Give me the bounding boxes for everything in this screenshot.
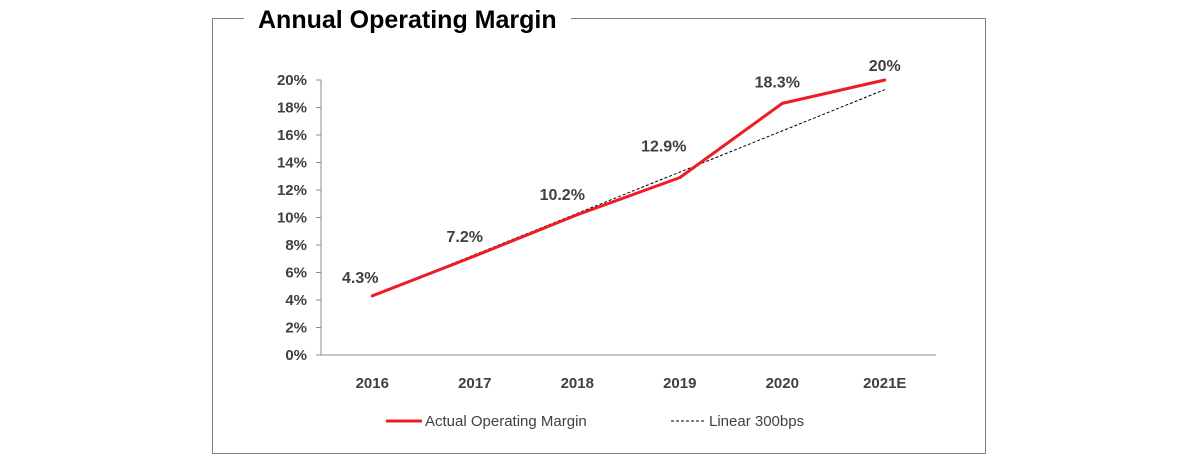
y-tick-label: 12%	[277, 182, 307, 199]
legend: Actual Operating Margin Linear 300bps	[386, 413, 804, 430]
y-tick-label: 16%	[277, 127, 307, 144]
data-label: 10.2%	[540, 187, 585, 204]
data-label: 20%	[869, 58, 901, 75]
y-tick-label: 2%	[285, 320, 307, 337]
y-tick-label: 4%	[285, 292, 307, 309]
data-point	[883, 78, 887, 82]
data-point	[780, 101, 784, 105]
y-axis-ticks: 0% 2% 4% 6% 8% 10% 12% 14% 16% 18% 20%	[277, 72, 321, 364]
data-point	[678, 176, 682, 180]
x-tick-label: 2016	[356, 375, 389, 392]
legend-label-linear: Linear 300bps	[709, 413, 804, 430]
data-label: 7.2%	[447, 229, 483, 246]
legend-label-actual: Actual Operating Margin	[425, 413, 587, 430]
data-labels: 4.3% 7.2% 10.2% 12.9% 18.3% 20%	[342, 58, 901, 287]
x-tick-label: 2021E	[863, 375, 906, 392]
chart-title: Annual Operating Margin	[244, 4, 571, 36]
x-tick-label: 2018	[561, 375, 594, 392]
data-label: 12.9%	[641, 139, 686, 156]
data-label: 4.3%	[342, 270, 378, 287]
x-axis-ticks: 2016 2017 2018 2019 2020 2021E	[356, 375, 907, 392]
y-tick-label: 6%	[285, 265, 307, 282]
y-tick-label: 18%	[277, 100, 307, 117]
y-tick-label: 10%	[277, 210, 307, 227]
data-point	[473, 254, 477, 258]
chart-axes	[320, 80, 936, 356]
data-point	[575, 213, 579, 217]
chart-frame	[212, 18, 986, 454]
y-tick-label: 8%	[285, 237, 307, 254]
y-tick-label: 14%	[277, 155, 307, 172]
data-label: 18.3%	[755, 74, 800, 91]
actual-operating-margin-line	[371, 78, 886, 298]
data-point	[370, 294, 374, 298]
x-tick-label: 2017	[458, 375, 491, 392]
x-tick-label: 2019	[663, 375, 696, 392]
series-layer	[370, 78, 887, 298]
y-tick-label: 0%	[285, 347, 307, 364]
x-tick-label: 2020	[766, 375, 799, 392]
y-tick-label: 20%	[277, 72, 307, 89]
